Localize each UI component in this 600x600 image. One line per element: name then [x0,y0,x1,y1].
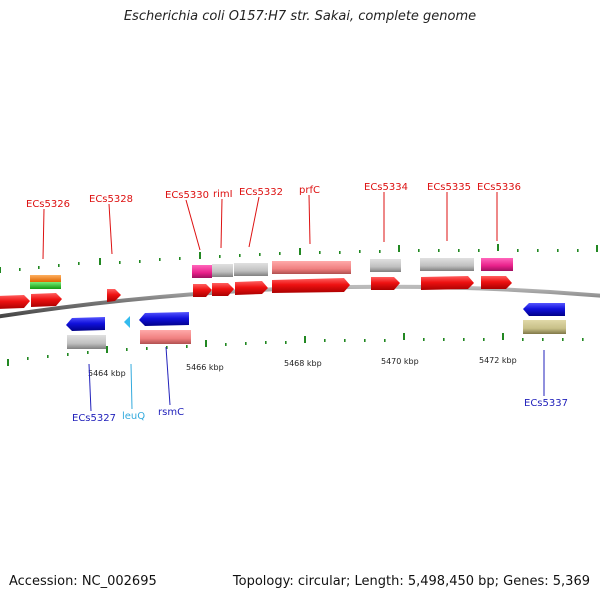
scale-label: 5466 kbp [186,363,224,372]
feature-arrow[interactable] [139,312,189,326]
feature-box[interactable] [30,282,61,289]
trna-arrow[interactable] [124,316,130,328]
feature-box[interactable] [481,258,513,271]
feature-box[interactable] [192,265,212,278]
gene-label-ECs5328[interactable]: ECs5328 [89,194,133,205]
gene-label-rsmC[interactable]: rsmC [158,407,184,418]
forward-strand-features [0,276,512,309]
gene-label-ECs5334[interactable]: ECs5334 [364,182,408,193]
feature-arrow[interactable] [212,283,234,296]
outer-tick-ring [0,244,598,273]
feature-box[interactable] [140,330,191,344]
feature-arrow[interactable] [371,277,400,290]
scale-label: 5464 kbp [88,369,126,378]
forward-upper-features [30,258,513,289]
feature-box[interactable] [272,261,351,274]
feature-arrow[interactable] [66,317,105,331]
bottom-label-leaders [88,346,545,412]
feature-arrow[interactable] [0,295,30,309]
gene-label-prfC[interactable]: prfC [299,185,320,196]
gene-label-ECs5336[interactable]: ECs5336 [477,182,521,193]
gene-label-ECs5337[interactable]: ECs5337 [524,398,568,409]
feature-arrow[interactable] [31,293,62,307]
feature-box[interactable] [30,275,61,282]
gene-label-ECs5335[interactable]: ECs5335 [427,182,471,193]
feature-arrow[interactable] [107,289,121,302]
feature-box[interactable] [212,264,233,277]
feature-box[interactable] [67,335,106,349]
feature-arrow[interactable] [272,278,350,293]
genome-summary-text: Topology: circular; Length: 5,498,450 bp… [232,574,590,589]
feature-arrow[interactable] [481,276,512,289]
gene-label-ECs5326[interactable]: ECs5326 [26,199,70,210]
feature-box[interactable] [420,258,474,271]
gene-label-ECs5332[interactable]: ECs5332 [239,187,283,198]
top-label-leaders [42,192,498,260]
feature-arrow[interactable] [523,303,565,316]
gene-label-ECs5327[interactable]: ECs5327 [72,413,116,424]
scale-label: 5472 kbp [479,356,517,365]
feature-arrow[interactable] [193,284,212,297]
scale-label: 5468 kbp [284,359,322,368]
feature-box[interactable] [234,263,268,276]
reverse-strand-features [66,303,566,349]
inner-tick-ring [7,333,584,366]
accession-text: Accession: NC_002695 [9,574,157,589]
feature-arrow[interactable] [235,281,268,295]
feature-arrow[interactable] [421,276,474,290]
map-title: Escherichia coli O157:H7 str. Sakai, com… [123,9,477,24]
gene-label-leuQ[interactable]: leuQ [122,411,145,422]
feature-box[interactable] [370,259,401,272]
feature-box[interactable] [523,320,566,334]
gene-label-rimI[interactable]: rimI [213,189,233,200]
scale-label: 5470 kbp [381,357,419,366]
gene-label-ECs5330[interactable]: ECs5330 [165,190,209,201]
